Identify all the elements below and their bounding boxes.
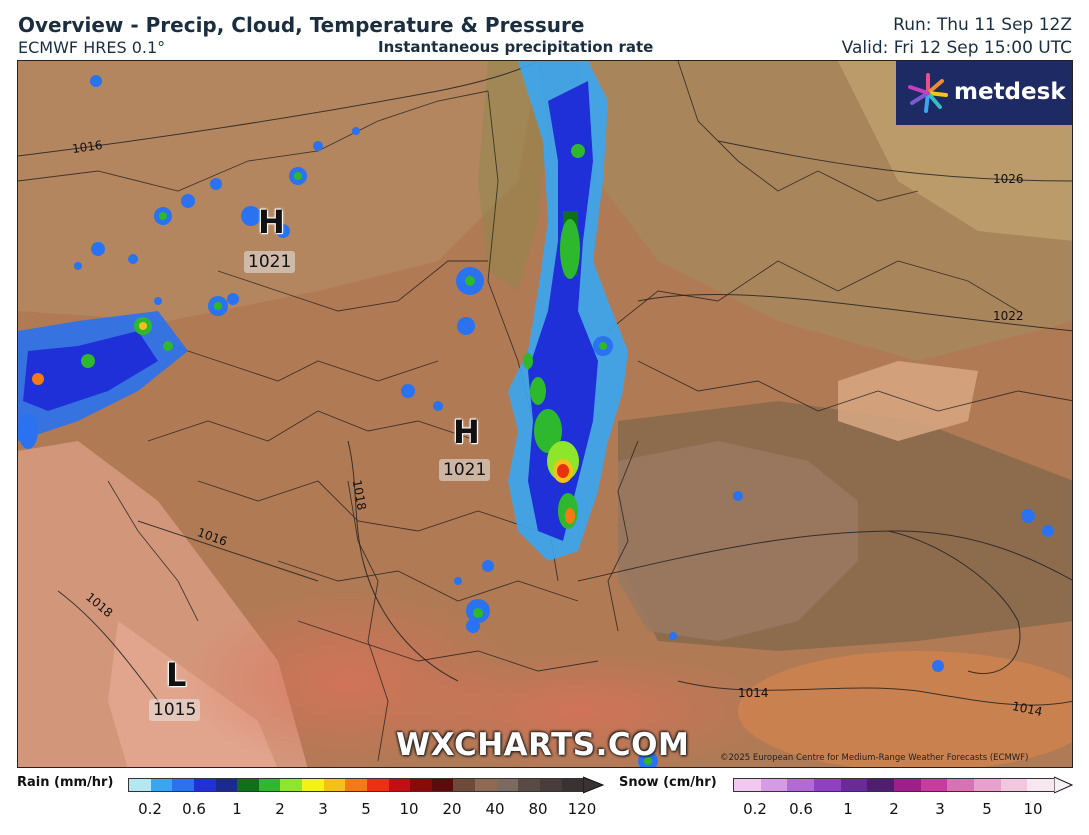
warm-southeast bbox=[738, 651, 1072, 767]
copyright-notice: ©2025 European Centre for Medium-Range W… bbox=[720, 753, 1029, 763]
rain-legend-swatch bbox=[215, 779, 238, 791]
high-pressure-value-central: 1021 bbox=[439, 459, 491, 481]
rain-legend-swatch bbox=[323, 779, 346, 791]
precip-cores-south bbox=[473, 608, 652, 765]
cloud-area-north bbox=[18, 61, 538, 321]
snow-legend-tick-label: 0.2 bbox=[743, 800, 767, 818]
snow-legend-tick-label: 10 bbox=[1023, 800, 1043, 818]
isobar-label: 1026 bbox=[993, 172, 1024, 186]
rain-legend-swatch bbox=[237, 779, 259, 791]
snow-legend-swatch bbox=[867, 779, 895, 791]
rain-legend-title: Rain (mm/hr) bbox=[17, 775, 114, 790]
rain-legend-swatch bbox=[366, 779, 389, 791]
snow-legend-tick-label: 2 bbox=[889, 800, 899, 818]
rain-legend-swatch bbox=[388, 779, 411, 791]
rain-legend-tick-label: 2 bbox=[275, 800, 285, 818]
snow-legend-swatch bbox=[760, 779, 788, 791]
snow-legend-swatch bbox=[814, 779, 841, 791]
rain-legend-tick-label: 10 bbox=[399, 800, 419, 818]
rain-legend-swatch bbox=[431, 779, 454, 791]
precip-west bbox=[18, 311, 188, 449]
rain-legend-tick-label: 0.6 bbox=[182, 800, 206, 818]
weather-map bbox=[17, 60, 1073, 768]
metdesk-logo-text: metdesk bbox=[954, 79, 1066, 105]
low-pressure-value-south: 1015 bbox=[149, 699, 201, 721]
snow-legend-tick-label: 0.6 bbox=[789, 800, 813, 818]
run-time: Run: Thu 11 Sep 12Z bbox=[893, 15, 1072, 35]
rain-legend-swatch bbox=[150, 779, 173, 791]
rain-legend-swatch bbox=[345, 779, 367, 791]
map-canvas bbox=[18, 61, 1072, 767]
snow-legend-tick-label: 1 bbox=[843, 800, 853, 818]
high-pressure-value-north: 1021 bbox=[244, 251, 296, 273]
snow-legend-swatch bbox=[894, 779, 921, 791]
rain-legend-tick-label: 0.2 bbox=[138, 800, 162, 818]
rain-legend-tick-label: 80 bbox=[528, 800, 548, 818]
snow-legend-swatch bbox=[1000, 779, 1028, 791]
rain-legend-arrow bbox=[583, 776, 605, 794]
rain-legend-swatch bbox=[475, 779, 497, 791]
precip-east-band bbox=[456, 61, 628, 561]
rain-legend-swatch bbox=[193, 779, 216, 791]
snow-legend-swatch bbox=[787, 779, 815, 791]
snow-legend-title: Snow (cm/hr) bbox=[619, 775, 717, 790]
snow-legend-tick-label: 5 bbox=[982, 800, 992, 818]
low-pressure-marker-south: L bbox=[166, 656, 187, 694]
snow-legend-tick-label: 3 bbox=[935, 800, 945, 818]
rain-legend-tick-label: 5 bbox=[361, 800, 371, 818]
rain-legend-swatch bbox=[410, 779, 432, 791]
rain-legend-tick-label: 20 bbox=[442, 800, 462, 818]
cloud-band-north bbox=[478, 61, 548, 291]
high-pressure-marker-central: H bbox=[453, 413, 480, 451]
snow-legend-swatch bbox=[1027, 779, 1055, 791]
chart-title: Overview - Precip, Cloud, Temperature & … bbox=[18, 13, 585, 37]
country-borders bbox=[18, 61, 1072, 762]
snow-legend-swatch bbox=[840, 779, 868, 791]
rain-legend-swatch bbox=[518, 779, 540, 791]
rain-legend-swatch bbox=[561, 779, 584, 791]
high-pressure-marker-north: H bbox=[258, 203, 285, 241]
isobar-label: 1022 bbox=[993, 309, 1024, 323]
rain-legend-swatch bbox=[302, 779, 324, 791]
snow-legend-bar bbox=[733, 778, 1055, 792]
snow-legend-swatch bbox=[974, 779, 1001, 791]
rain-legend-tick-label: 1 bbox=[232, 800, 242, 818]
rain-legend-bar bbox=[128, 778, 584, 792]
isobars bbox=[18, 61, 1072, 706]
rain-legend-swatch bbox=[280, 779, 302, 791]
rain-legend-swatch bbox=[539, 779, 562, 791]
precip-cores-north bbox=[159, 172, 302, 310]
snow-legend-swatch bbox=[734, 779, 761, 791]
snow-legend-arrow bbox=[1054, 776, 1074, 794]
rain-legend-tick-label: 120 bbox=[567, 800, 597, 818]
parameter-label: Instantaneous precipitation rate bbox=[378, 38, 654, 56]
rain-legend-swatch bbox=[172, 779, 194, 791]
wxcharts-watermark: WXCHARTS.COM bbox=[396, 727, 690, 763]
rain-legend-tick-label: 3 bbox=[318, 800, 328, 818]
rain-legend-swatch bbox=[129, 779, 151, 791]
rain-legend-swatch bbox=[258, 779, 281, 791]
valid-time: Valid: Fri 12 Sep 15:00 UTC bbox=[841, 38, 1072, 58]
precip-scattered-south bbox=[401, 384, 1054, 767]
snow-legend-swatch bbox=[947, 779, 975, 791]
rain-legend-tick-label: 40 bbox=[485, 800, 505, 818]
metdesk-logo-icon bbox=[908, 73, 948, 113]
metdesk-logo bbox=[896, 61, 1072, 125]
warm-turkey bbox=[378, 651, 778, 767]
rain-legend-swatch bbox=[496, 779, 519, 791]
rain-legend-swatch bbox=[453, 779, 475, 791]
snow-legend-swatch bbox=[920, 779, 948, 791]
model-label: ECMWF HRES 0.1° bbox=[18, 38, 166, 57]
black-sea bbox=[618, 441, 858, 641]
isobar-label: 1014 bbox=[738, 686, 769, 700]
